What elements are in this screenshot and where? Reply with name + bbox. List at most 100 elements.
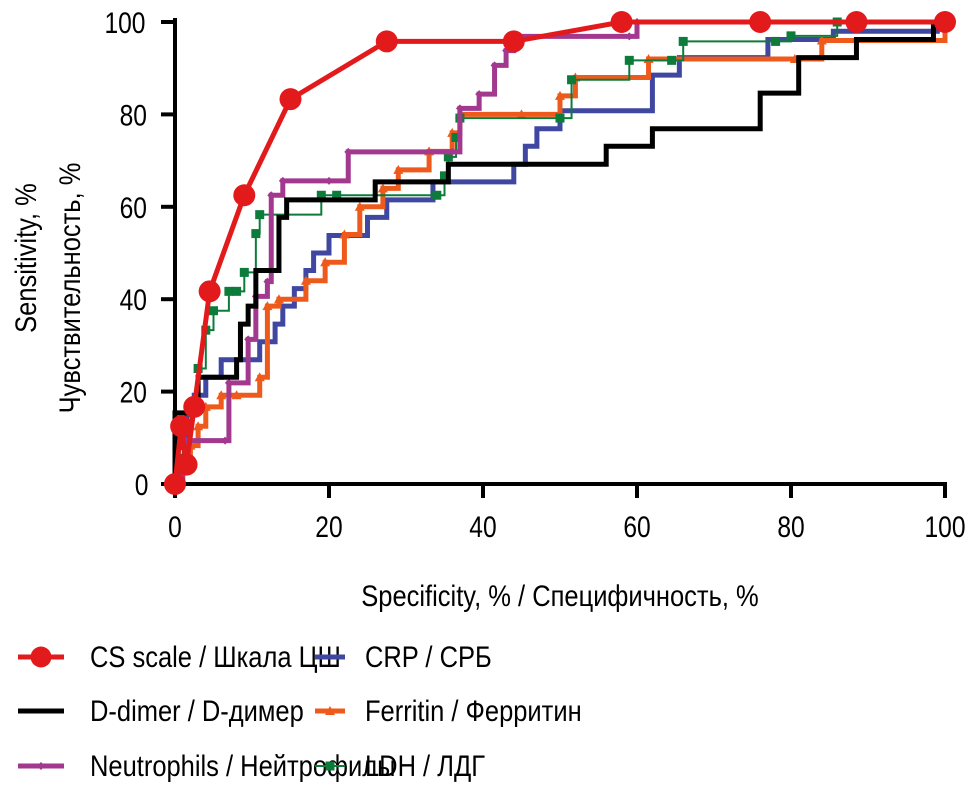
legend-marker [30, 646, 52, 668]
series-d-dimer [172, 22, 936, 484]
y-axis-title-en: Sensitivity, % [9, 183, 42, 333]
legend-marker [37, 762, 45, 770]
data-point [502, 30, 525, 53]
data-point [224, 286, 234, 296]
data-point [667, 55, 677, 65]
legend-label: Ferritin / Ферритин [365, 694, 582, 727]
data-point [300, 275, 311, 285]
data-point [233, 184, 256, 207]
data-point [845, 11, 868, 33]
legend-item: Ferritin / Ферритин [315, 694, 582, 727]
data-point [625, 32, 634, 41]
legend-item: D-dimer / D-димер [18, 694, 304, 727]
y-tick-label: 80 [120, 98, 147, 132]
data-point [432, 190, 442, 200]
series-layer [164, 11, 956, 495]
data-point [567, 75, 577, 85]
data-point [262, 301, 273, 311]
data-point [490, 61, 499, 70]
x-axis-ticks: 0 20 40 60 80 100 [168, 484, 966, 544]
legend-label: D-dimer / D-димер [90, 694, 304, 727]
series-ferritin [170, 17, 950, 488]
data-point [771, 36, 781, 46]
data-point [354, 201, 365, 211]
data-point [624, 55, 634, 65]
data-point [443, 152, 453, 162]
data-point [216, 390, 227, 400]
data-point [263, 277, 272, 286]
data-point [209, 306, 218, 316]
y-axis-title-ru: Чувствительность, % [53, 163, 86, 414]
legend-label: CRP / СРБ [365, 640, 492, 673]
data-point [267, 191, 276, 200]
legend-item: CRP / СРБ [315, 640, 492, 673]
data-point [440, 171, 449, 181]
data-point [254, 372, 265, 382]
data-point [339, 229, 350, 239]
legend: CS scale / Шкала ЦШ D-dimer / D-димер Neut… [18, 640, 582, 782]
legend-item: CS scale / Шкала ЦШ [18, 640, 341, 673]
data-point [455, 104, 464, 113]
y-tick-label: 20 [120, 375, 147, 409]
legend-label: Neutrophils / Нейтрофилы [90, 749, 395, 782]
data-point [786, 31, 796, 41]
y-tick-label: 0 [135, 468, 149, 502]
x-tick-label: 20 [315, 510, 342, 544]
legend-label: CS scale / Шкала ЦШ [90, 640, 341, 673]
data-point [251, 229, 261, 239]
data-point [316, 190, 326, 200]
y-tick-label: 60 [120, 190, 147, 224]
data-point [193, 421, 204, 431]
data-point [175, 453, 198, 476]
legend-marker [325, 761, 335, 771]
data-point [393, 164, 404, 174]
series-ldh [170, 17, 950, 489]
data-point [221, 436, 230, 445]
data-point [183, 395, 206, 418]
legend-label: LDH / ЛДГ [365, 749, 485, 782]
x-tick-label: 60 [623, 510, 650, 544]
data-point [451, 133, 461, 142]
data-point [448, 147, 457, 156]
y-axis-ticks: 0 20 40 60 80 100 [104, 6, 175, 502]
y-tick-label: 100 [104, 6, 145, 40]
data-point [170, 415, 193, 438]
data-point [516, 109, 527, 119]
x-tick-label: 40 [469, 510, 496, 544]
data-point [198, 280, 221, 303]
legend-item: LDH / ЛДГ [315, 749, 485, 782]
data-point [278, 176, 287, 185]
data-point [164, 473, 186, 495]
data-point [244, 335, 253, 344]
data-point [320, 257, 331, 267]
data-point [375, 30, 398, 53]
data-point [255, 210, 265, 220]
y-tick-label: 40 [120, 283, 147, 317]
data-point [934, 11, 956, 33]
data-point [816, 35, 827, 45]
x-axis-title: Specificity, % / Специфичность, % [361, 579, 758, 612]
legend-marker [325, 706, 335, 715]
series-neutrophils [171, 18, 949, 488]
data-point [279, 88, 302, 111]
series-cs [164, 11, 956, 495]
data-point [555, 90, 565, 100]
data-point [231, 390, 242, 400]
data-point [678, 36, 688, 46]
data-point [377, 183, 388, 193]
x-tick-label: 80 [777, 510, 804, 544]
x-tick-label: 0 [168, 510, 182, 544]
series-line [172, 22, 936, 484]
data-point [224, 378, 233, 387]
data-point [475, 90, 484, 99]
data-point [344, 147, 353, 156]
data-point [610, 11, 633, 33]
data-point [555, 113, 565, 123]
data-point [232, 286, 242, 296]
data-point [273, 294, 284, 304]
data-point [332, 190, 342, 200]
data-point [325, 176, 333, 185]
data-point [239, 267, 249, 277]
data-point [749, 11, 772, 33]
